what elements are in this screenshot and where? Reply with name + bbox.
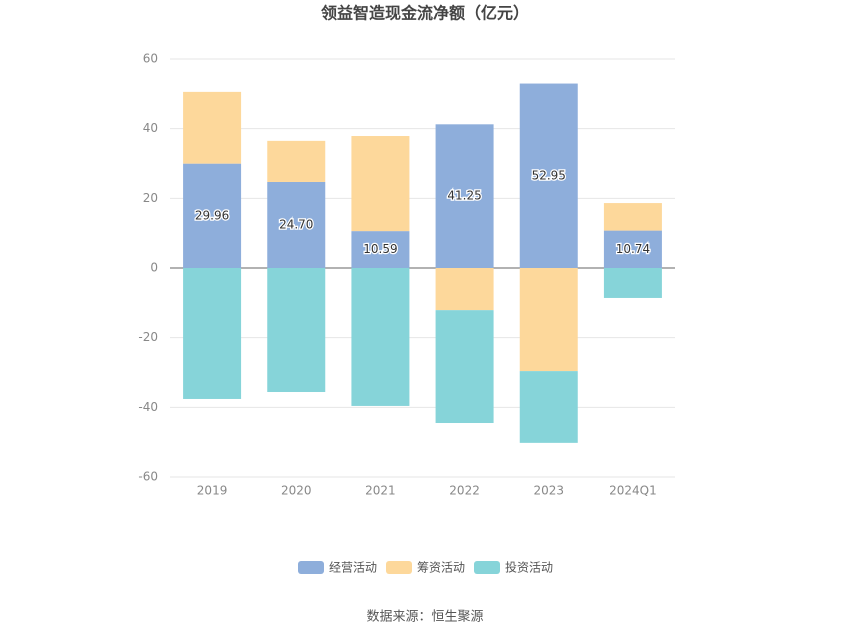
x-tick-label: 2023: [533, 484, 564, 498]
legend-label: 投资活动: [505, 560, 553, 575]
y-tick-label: -60: [138, 470, 158, 484]
bar: [267, 268, 326, 393]
y-tick-label: 40: [143, 121, 158, 135]
bar: [351, 136, 410, 232]
x-tick-label: 2022: [449, 484, 480, 498]
legend-label: 筹资活动: [417, 561, 465, 575]
x-tick-label: 2024Q1: [609, 484, 657, 498]
bar: [435, 124, 494, 268]
x-tick-label: 2019: [197, 484, 228, 498]
bar: [183, 163, 242, 268]
data-label: 52.95: [532, 168, 566, 182]
y-tick-label: 60: [143, 52, 158, 66]
bar: [183, 268, 242, 399]
bar: [435, 268, 494, 311]
legend-label: 经营活动: [329, 561, 377, 575]
bar: [603, 230, 662, 268]
bar: [519, 371, 578, 443]
bar: [351, 231, 410, 268]
data-label: 10.59: [363, 242, 397, 256]
data-label: 41.25: [447, 189, 481, 203]
x-tick-label: 2020: [281, 484, 312, 498]
bar: [183, 91, 242, 164]
bar: [351, 268, 410, 406]
bar: [435, 310, 494, 424]
bar: [603, 203, 662, 231]
y-tick-label: 0: [150, 261, 158, 275]
x-tick-label: 2021: [365, 484, 396, 498]
y-tick-label: -20: [138, 330, 158, 344]
data-label: 10.74: [616, 242, 650, 256]
legend-swatch: [474, 561, 500, 574]
source: 数据来源：恒生聚源: [366, 610, 483, 625]
bar: [267, 181, 326, 268]
data-label: 24.70: [279, 217, 313, 231]
bar: [519, 268, 578, 372]
data-label: 29.96: [195, 208, 229, 222]
chart-title: 领益智造现金流净额（亿元）: [321, 4, 529, 23]
legend-swatch: [298, 561, 324, 574]
legend-swatch: [386, 561, 412, 574]
y-tick-label: 20: [143, 191, 158, 205]
bar: [267, 140, 326, 182]
bar: [603, 268, 662, 298]
bar: [519, 83, 578, 269]
y-tick-label: -40: [138, 400, 158, 414]
